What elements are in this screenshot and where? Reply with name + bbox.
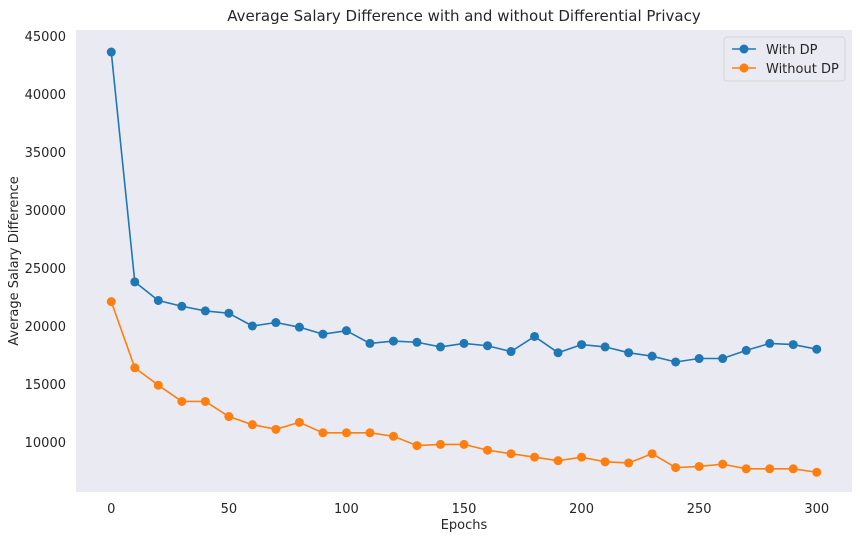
- y-tick-label: 30000: [25, 204, 66, 219]
- data-point: [788, 464, 798, 474]
- legend: With DP Without DP: [723, 36, 846, 82]
- legend-marker: [739, 44, 749, 54]
- legend-label: Without DP: [766, 62, 839, 77]
- y-tick-label: 20000: [25, 320, 66, 335]
- data-point: [577, 340, 587, 350]
- data-point: [506, 347, 516, 357]
- y-tick-label: 45000: [25, 30, 66, 45]
- plot-area: [76, 30, 852, 492]
- data-point: [647, 449, 657, 459]
- data-point: [765, 464, 775, 474]
- data-point: [247, 420, 257, 430]
- data-point: [224, 308, 234, 318]
- y-axis-ticks: 10000 15000 20000 25000 30000 35000 40000 45000: [25, 30, 66, 451]
- series-0: [106, 47, 822, 367]
- legend-box: [723, 36, 846, 82]
- data-point: [200, 306, 210, 316]
- data-point: [341, 428, 351, 438]
- x-tick-label: 0: [107, 502, 115, 517]
- x-axis-label: Epochs: [441, 518, 488, 533]
- data-point: [318, 329, 328, 339]
- data-point: [624, 458, 634, 468]
- data-point: [459, 338, 469, 348]
- data-point: [741, 345, 751, 355]
- data-point: [200, 396, 210, 406]
- data-point: [600, 342, 610, 352]
- data-point: [130, 277, 140, 287]
- chart-title: Average Salary Difference with and witho…: [227, 7, 701, 25]
- data-point: [435, 342, 445, 352]
- data-point: [388, 336, 398, 346]
- data-point: [671, 463, 681, 473]
- data-point: [106, 297, 116, 307]
- x-axis-ticks: 0 50 100 150 200 250 300: [107, 502, 829, 517]
- x-tick-label: 150: [452, 502, 477, 517]
- y-axis-label: Average Salary Difference: [7, 176, 22, 346]
- y-tick-label: 15000: [25, 378, 66, 393]
- data-point: [341, 326, 351, 336]
- data-point: [600, 457, 610, 467]
- x-tick-label: 100: [334, 502, 359, 517]
- data-point: [318, 428, 328, 438]
- data-point: [177, 301, 187, 311]
- data-point: [530, 331, 540, 341]
- data-point: [694, 354, 704, 364]
- y-tick-label: 40000: [25, 88, 66, 103]
- y-tick-label: 35000: [25, 146, 66, 161]
- data-point: [483, 341, 493, 351]
- x-tick-label: 50: [221, 502, 238, 517]
- data-point: [247, 321, 257, 331]
- data-point: [530, 452, 540, 462]
- data-point: [788, 340, 798, 350]
- data-point: [647, 351, 657, 361]
- data-point: [365, 338, 375, 348]
- series-layer: [106, 47, 822, 477]
- data-point: [294, 417, 304, 427]
- data-point: [412, 337, 422, 347]
- data-point: [153, 295, 163, 305]
- data-point: [412, 441, 422, 451]
- data-point: [388, 431, 398, 441]
- data-point: [765, 338, 775, 348]
- data-point: [577, 452, 587, 462]
- data-point: [694, 461, 704, 471]
- y-tick-label: 10000: [25, 436, 66, 451]
- data-point: [483, 445, 493, 455]
- x-tick-label: 200: [569, 502, 594, 517]
- data-point: [224, 412, 234, 422]
- data-point: [130, 363, 140, 373]
- data-point: [718, 459, 728, 469]
- x-tick-label: 300: [804, 502, 829, 517]
- data-point: [294, 322, 304, 332]
- y-tick-label: 25000: [25, 262, 66, 277]
- series-1: [106, 297, 822, 477]
- data-point: [153, 380, 163, 390]
- data-point: [553, 348, 563, 358]
- data-point: [553, 456, 563, 466]
- data-point: [671, 357, 681, 367]
- data-point: [718, 354, 728, 364]
- data-point: [459, 439, 469, 449]
- data-point: [271, 424, 281, 434]
- data-point: [506, 449, 516, 459]
- x-tick-label: 250: [687, 502, 712, 517]
- data-point: [106, 47, 116, 57]
- data-point: [365, 428, 375, 438]
- legend-marker: [739, 63, 749, 73]
- data-point: [435, 439, 445, 449]
- data-point: [812, 467, 822, 477]
- data-point: [624, 348, 634, 358]
- data-point: [741, 464, 751, 474]
- data-point: [271, 318, 281, 328]
- legend-label: With DP: [766, 43, 818, 58]
- data-point: [812, 344, 822, 354]
- data-point: [177, 396, 187, 406]
